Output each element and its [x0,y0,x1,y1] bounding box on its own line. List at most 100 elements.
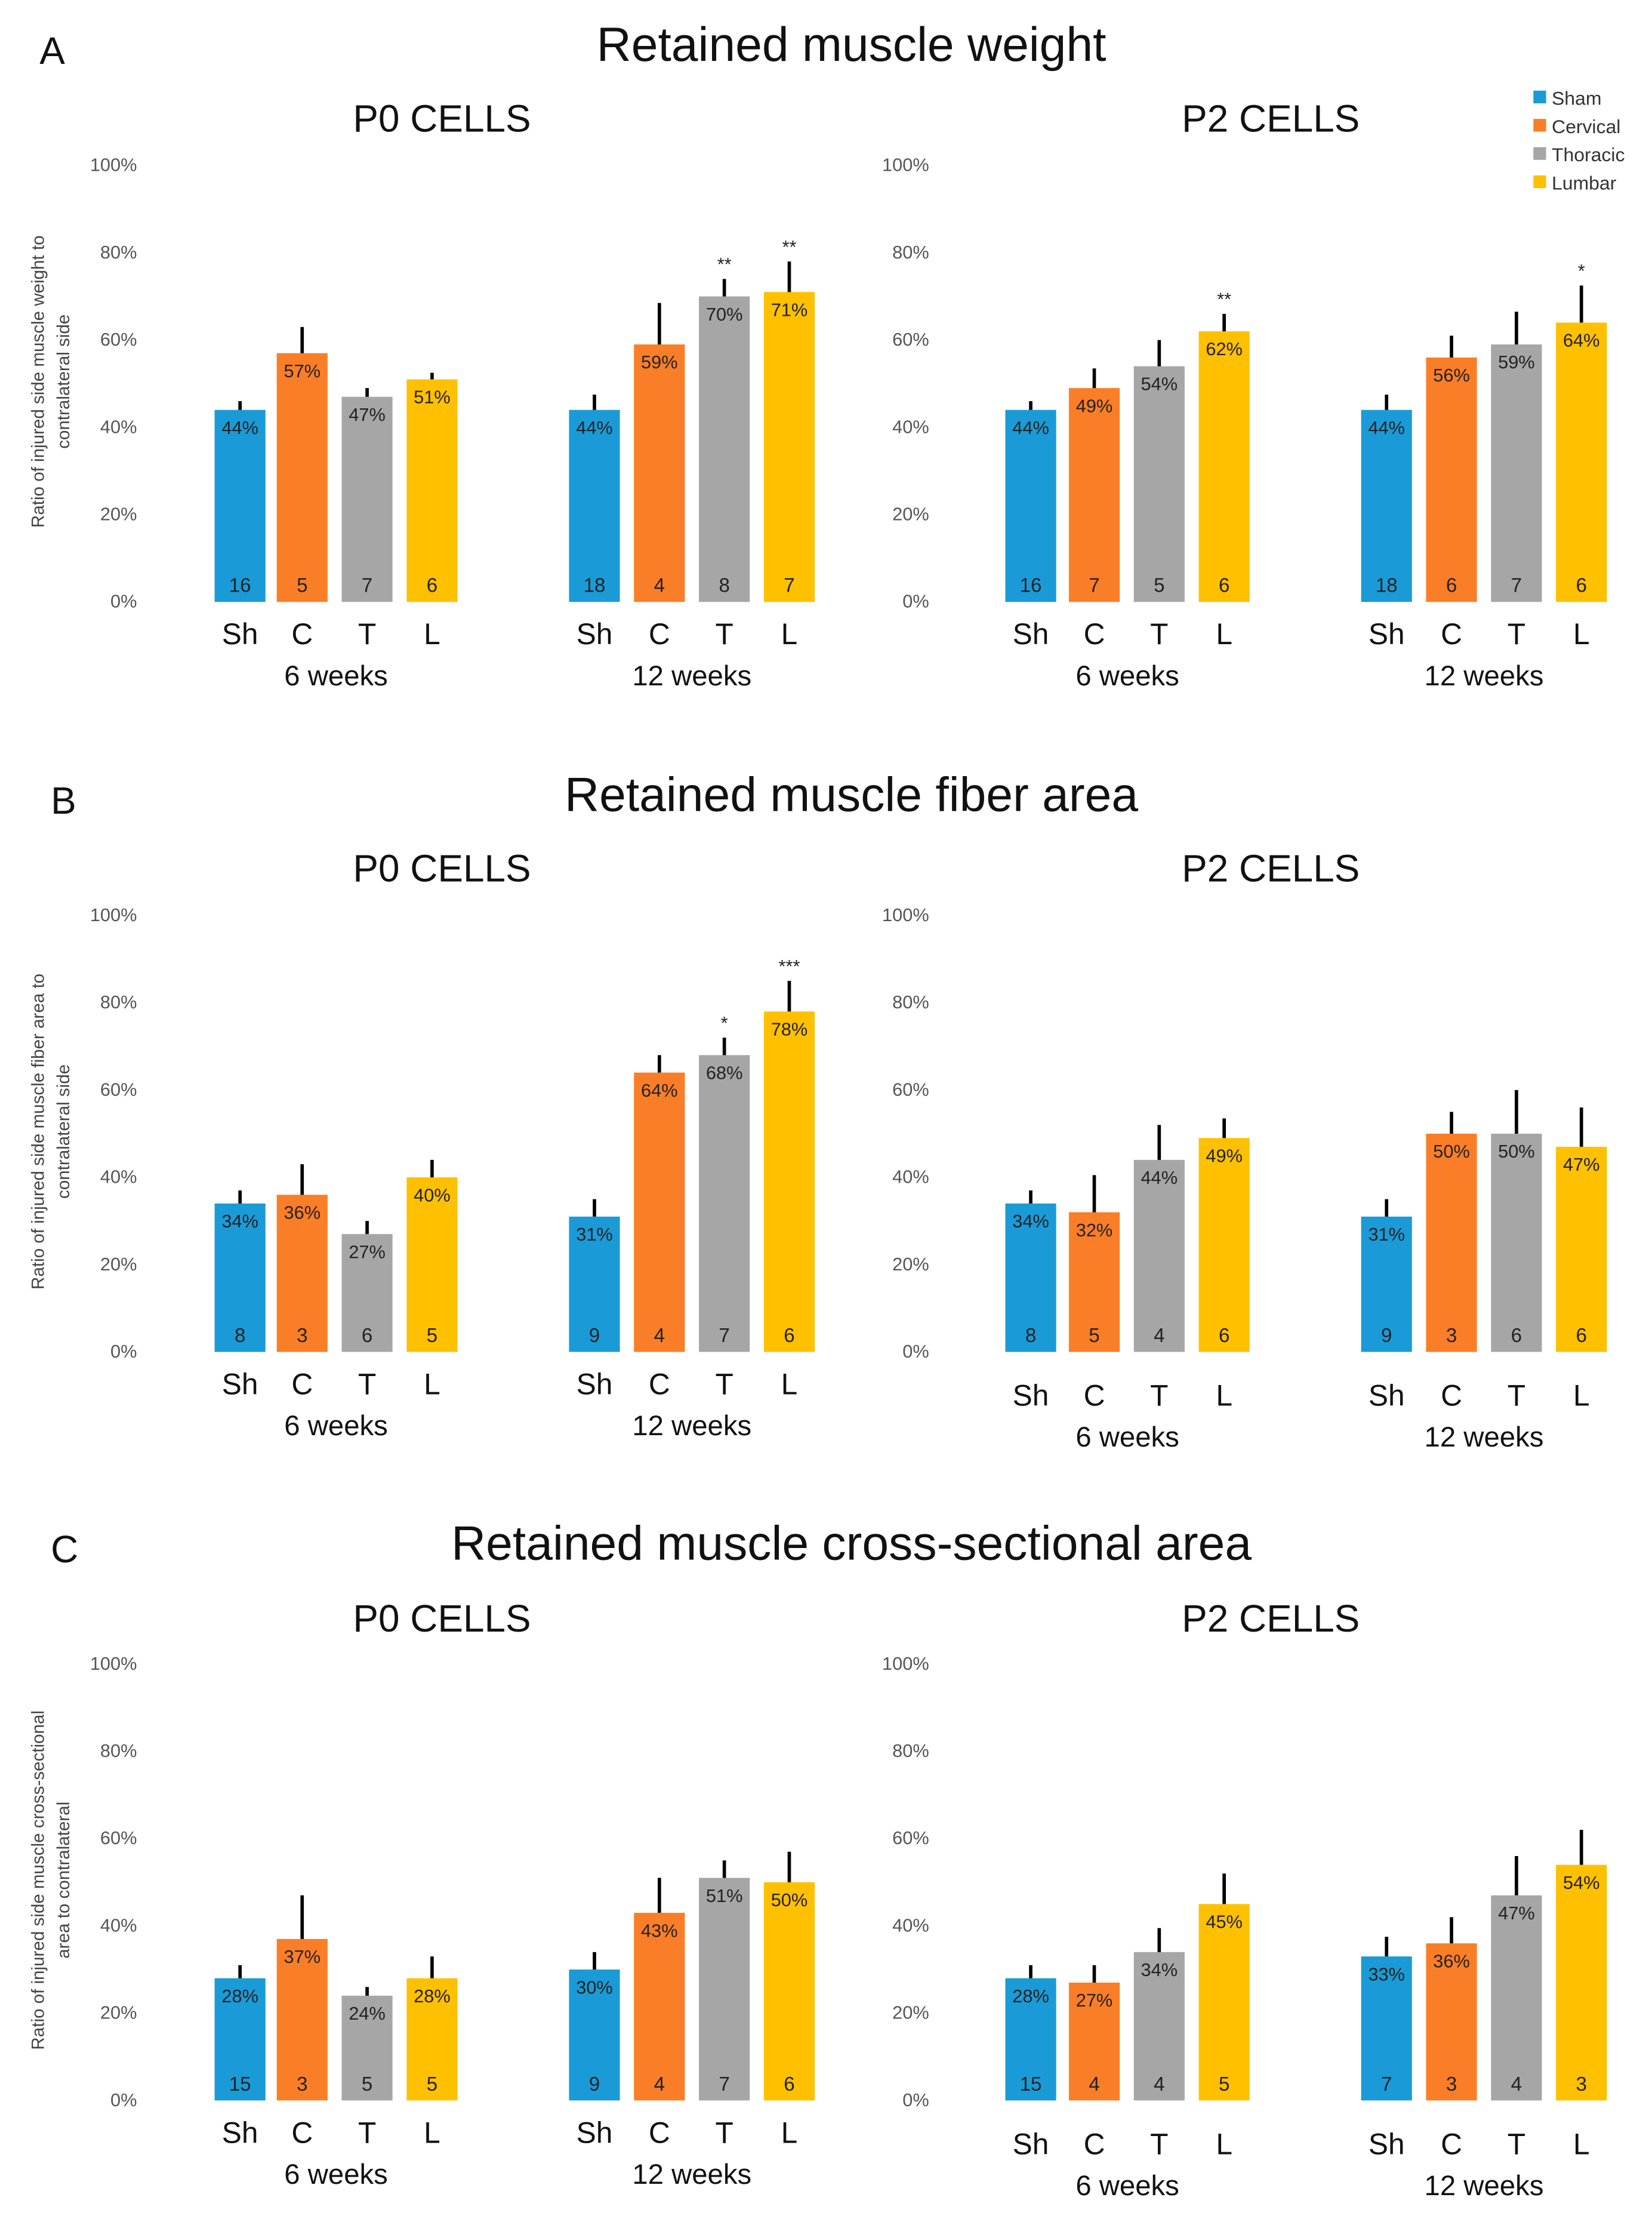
bar-l [1556,322,1607,602]
category-label: L [424,1367,440,1401]
category-label: Sh [1369,617,1405,651]
y-axis-title: contralateral side [54,1064,73,1199]
bar-n-label: 9 [589,1325,600,1347]
category-label: Sh [577,617,613,651]
category-label: T [1150,2127,1168,2161]
y-tick-label: 40% [892,416,929,437]
bar-c [1426,1133,1477,1352]
bar-l [1198,331,1250,602]
bar-n-label: 9 [1381,1325,1392,1347]
y-tick-label: 100% [882,155,929,176]
category-label: Sh [1369,2127,1405,2161]
group-label: 12 weeks [632,1410,751,1442]
bar-l [1198,1138,1250,1352]
bar-value-label: 28% [414,1986,451,2006]
category-label: C [1084,2127,1105,2161]
legend-swatch-cervical [1533,119,1546,132]
bar-value-label: 49% [1206,1146,1243,1167]
y-tick-label: 100% [882,904,929,925]
bar-sh [1361,410,1412,602]
bar-l [406,1978,458,2101]
category-label: T [1150,1378,1168,1412]
category-label: T [358,2116,376,2149]
bar-t [341,1234,393,1352]
category-label: L [1216,2127,1232,2161]
category-label: L [1573,2127,1590,2161]
bar-n-label: 3 [1576,2073,1586,2095]
legend-label-cervical: Cervical [1552,116,1620,137]
y-tick-label: 60% [100,329,137,350]
y-tick-label: 40% [100,1915,137,1935]
category-label: L [781,2116,798,2149]
bar-value-label: 68% [706,1063,743,1084]
y-tick-label: 100% [90,155,137,176]
panel-a-p2-subtitle: P2 CELLS [1182,97,1360,140]
bar-n-label: 3 [297,1325,307,1347]
legend-swatch-sham [1533,90,1546,104]
category-label: Sh [1013,1378,1049,1412]
bar-c [634,1072,685,1352]
group-label: 6 weeks [284,660,388,692]
panel-c-p0-subtitle: P0 CELLS [353,1597,531,1640]
bar-n-label: 5 [1154,575,1164,597]
group-label: 12 weeks [632,2159,751,2190]
group-label: 6 weeks [1075,660,1179,692]
legend-swatch-thoracic [1533,147,1546,160]
bar-value-label: 27% [349,1241,386,1262]
bar-value-label: 64% [641,1080,678,1101]
bar-sh [1361,1216,1412,1352]
category-label: T [1508,617,1525,651]
bar-n-label: 18 [584,575,606,597]
category-label: Sh [1013,2127,1049,2161]
bar-n-label: 8 [719,575,729,597]
bar-l [406,379,458,602]
y-tick-label: 80% [100,242,137,263]
y-tick-label: 100% [90,1653,137,1674]
panel-letter-b: B [51,779,76,822]
y-tick-label: 80% [892,242,929,263]
y-tick-label: 60% [892,329,929,350]
legend-label-thoracic: Thoracic [1552,144,1625,165]
bar-sh [1005,410,1056,602]
y-tick-label: 20% [892,2002,929,2023]
bar-value-label: 64% [1563,330,1600,351]
bar-c [1068,1212,1120,1352]
bar-l [763,292,815,602]
y-tick-label: 40% [892,1167,929,1187]
bar-n-label: 7 [719,1325,729,1347]
category-label: Sh [222,2116,258,2149]
bar-value-label: 34% [1012,1211,1049,1232]
bar-n-label: 6 [1576,575,1586,597]
y-tick-label: 40% [100,416,137,437]
category-label: L [1573,617,1590,651]
bar-t [1133,1159,1185,1352]
bar-value-label: 28% [1012,1986,1049,2006]
y-tick-label: 80% [892,1740,929,1761]
bar-n-label: 3 [1446,1325,1457,1347]
bar-n-label: 4 [1511,2073,1522,2095]
bar-value-label: 51% [414,387,451,408]
y-tick-label: 20% [892,504,929,525]
y-tick-label: 80% [100,992,137,1013]
bar-c [276,1195,328,1352]
category-label: T [715,1367,733,1401]
bar-value-label: 36% [1433,1950,1470,1971]
bar-c [634,1913,685,2101]
bar-n-label: 6 [1219,575,1229,597]
bar-value-label: 36% [284,1202,321,1223]
bar-t [1491,1133,1542,1352]
bar-l [763,1011,815,1352]
bar-value-label: 56% [1433,365,1470,386]
bar-sh [569,1969,620,2101]
bar-t [1133,366,1185,602]
bar-n-label: 7 [1511,575,1522,597]
category-label: C [649,2116,670,2149]
significance-marker: ** [1217,289,1231,310]
category-label: C [291,2116,313,2149]
y-axis-title: contralateral side [54,315,73,449]
bar-value-label: 50% [1433,1141,1470,1162]
y-tick-label: 60% [100,1079,137,1100]
category-label: Sh [577,2116,613,2149]
group-label: 12 weeks [1425,2170,1544,2202]
category-label: T [358,617,376,651]
